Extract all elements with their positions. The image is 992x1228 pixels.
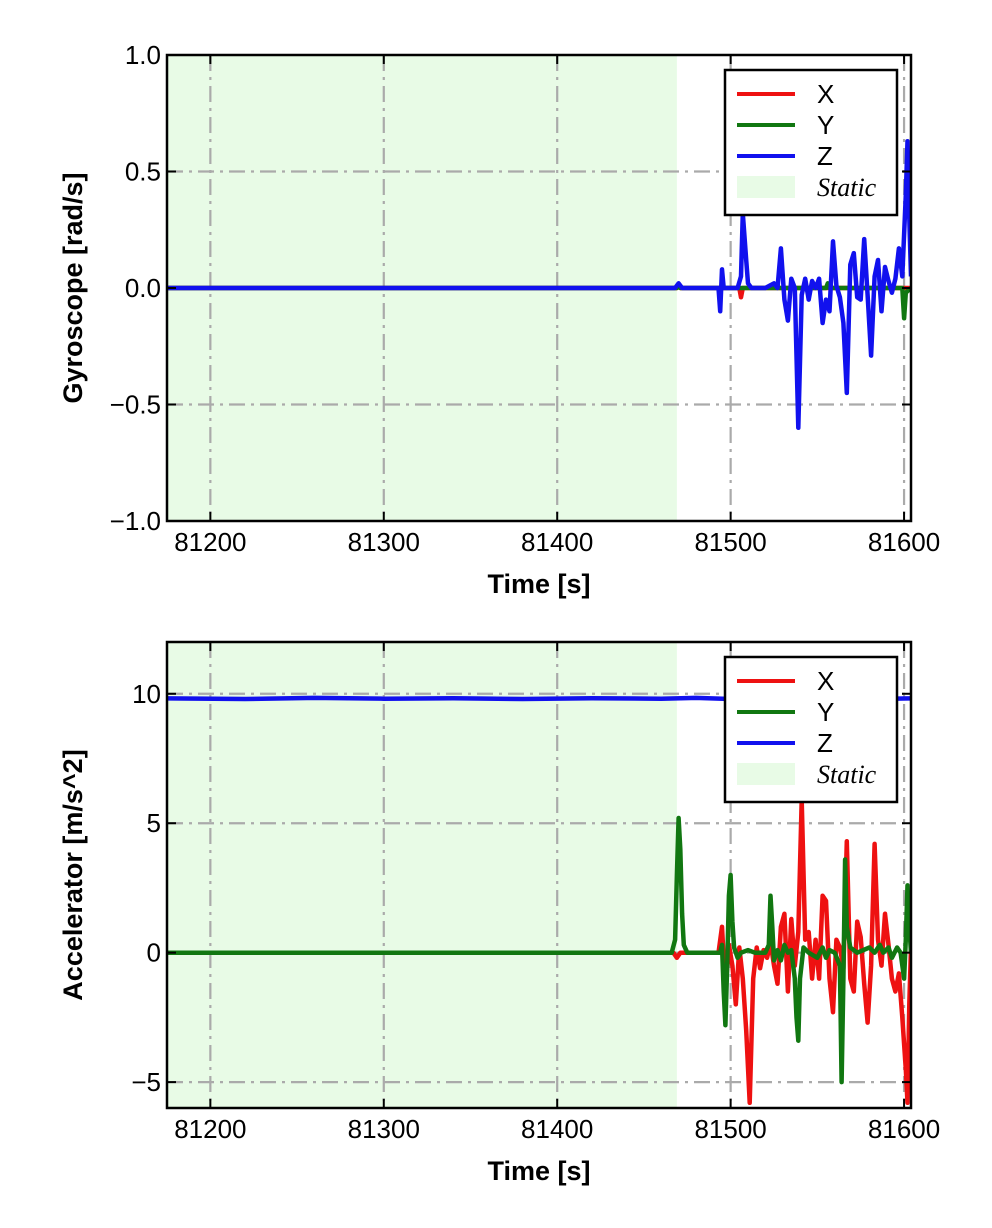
gyroscope-y-tick-label: 0.0	[125, 273, 161, 303]
accelerator-x-tick-label: 81400	[521, 1114, 593, 1144]
accelerator-y-tick-label: −5	[131, 1067, 161, 1097]
accelerator-x-tick-label: 81300	[348, 1114, 420, 1144]
accelerator-legend-y-label: Y	[817, 697, 834, 727]
gyroscope-legend-y-label: Y	[817, 110, 834, 140]
accelerator-y-tick-label: 5	[147, 808, 161, 838]
accelerator-legend-x-label: X	[817, 666, 834, 696]
gyroscope-x-tick-label: 81200	[174, 527, 246, 557]
gyroscope-legend: X Y Z Static	[723, 68, 899, 217]
accelerator-x-tick-label: 81500	[694, 1114, 766, 1144]
gyroscope-y-axis-label: Gyroscope [rad/s]	[58, 172, 88, 403]
gyroscope-legend-z-label: Z	[817, 141, 833, 171]
accelerator-x-tick-label: 81600	[868, 1114, 940, 1144]
gyroscope-legend-x-label: X	[817, 79, 834, 109]
gyroscope-x-tick-label: 81500	[694, 527, 766, 557]
gyroscope-y-tick-label: 1.0	[125, 40, 161, 70]
gyroscope-x-tick-label: 81400	[521, 527, 593, 557]
accelerator-series-y-line	[167, 815, 911, 1085]
gyroscope-x-tick-label: 81300	[348, 527, 420, 557]
gyroscope-x-axis-label: Time [s]	[487, 569, 590, 599]
accelerator-y-tick-label: 0	[147, 938, 161, 968]
gyroscope-x-tick-label: 81600	[868, 527, 940, 557]
accelerator-plot-frame	[165, 640, 913, 1110]
accelerator-legend: X Y Z Static	[723, 655, 899, 804]
gyroscope-y-tick-label: −0.5	[110, 390, 161, 420]
gyroscope-chart: 81200 81300 81400 81500 81600 −1.0 −0.5 0.0 0.5 1…	[58, 40, 940, 599]
gyroscope-legend-static-swatch	[737, 176, 795, 198]
accelerator-x-tick-label: 81200	[174, 1114, 246, 1144]
accelerator-y-tick-label: 10	[132, 679, 161, 709]
accelerator-legend-static-swatch	[737, 763, 795, 785]
accelerator-static-region	[167, 642, 677, 1108]
accelerator-y-axis-label: Accelerator [m/s^2]	[58, 749, 88, 1000]
accelerator-x-axis-label: Time [s]	[487, 1156, 590, 1186]
gyroscope-y-tick-label: −1.0	[110, 506, 161, 536]
accelerator-legend-z-label: Z	[817, 728, 833, 758]
gyroscope-legend-static-label: Static	[817, 173, 877, 202]
gyroscope-series-z-line	[167, 138, 911, 431]
accelerator-chart: 81200 81300 81400 81500 81600 −5 0 5 10 Time [s]…	[58, 640, 940, 1186]
accelerator-legend-static-label: Static	[817, 760, 877, 789]
gyroscope-y-tick-label: 0.5	[125, 157, 161, 187]
